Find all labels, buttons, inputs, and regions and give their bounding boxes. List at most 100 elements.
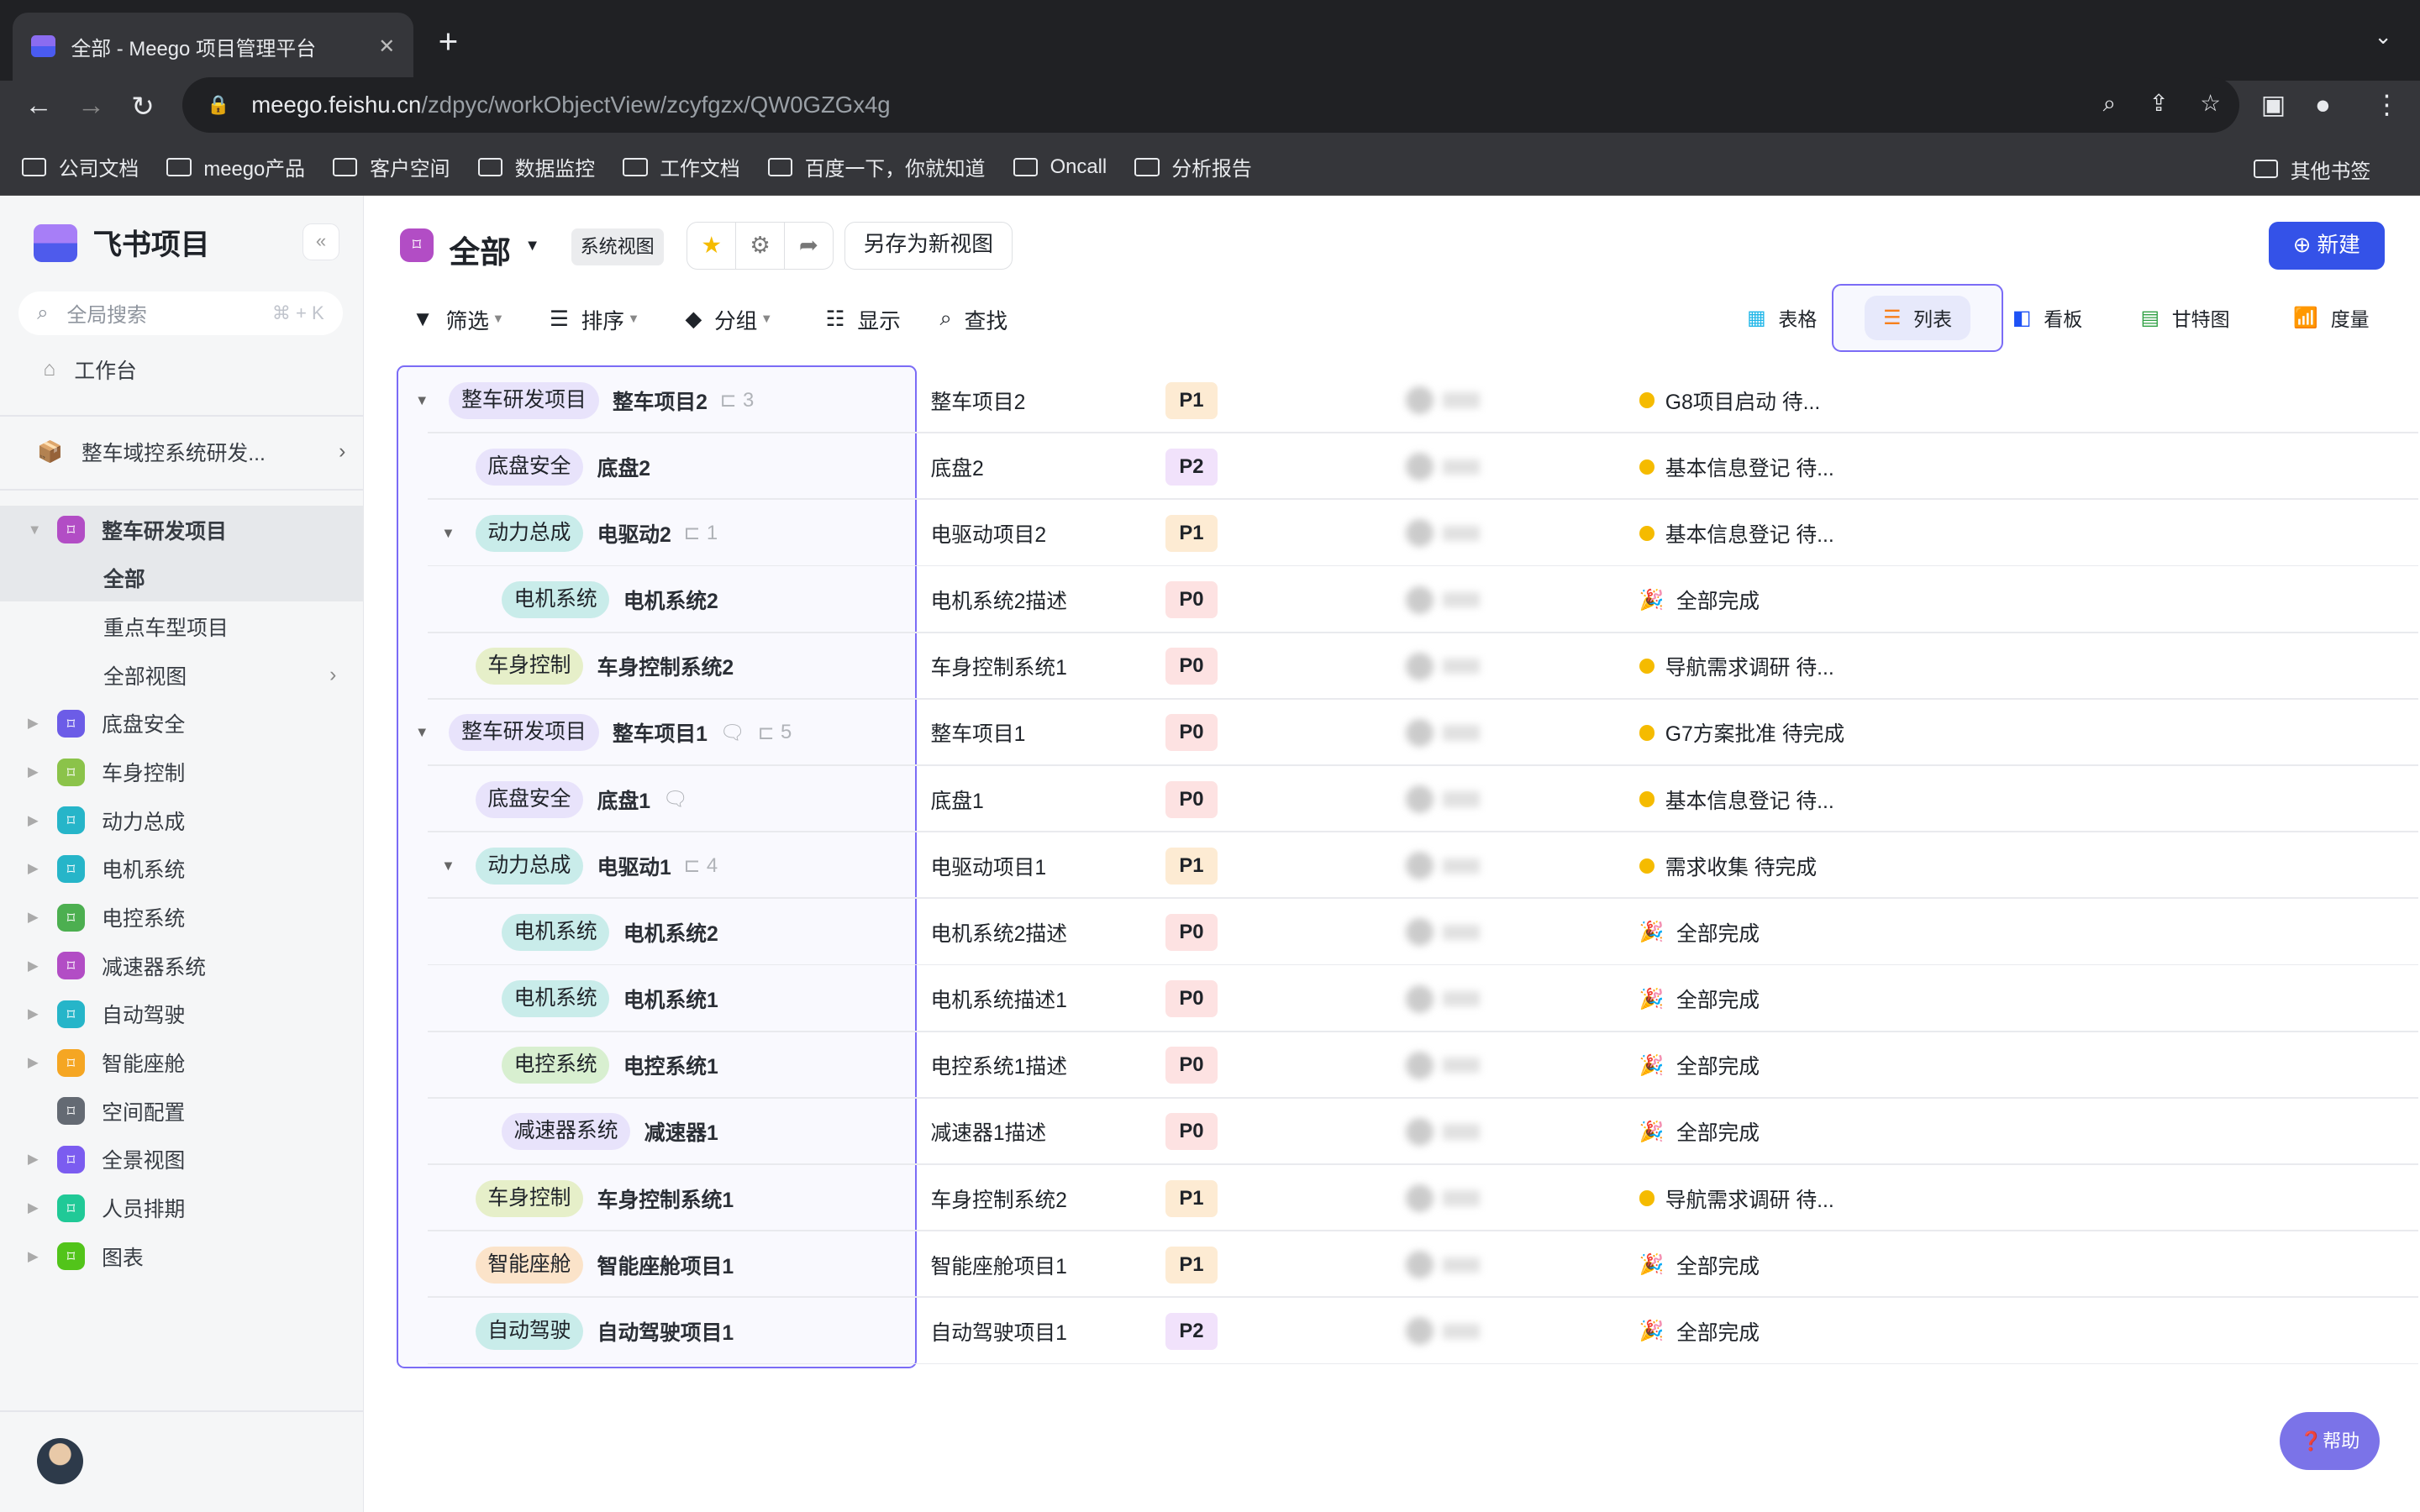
table-row[interactable]: 底盘安全 底盘2 底盘2 P2 基本信息登记 待... — [397, 433, 2419, 501]
reload-icon[interactable]: ↻ — [131, 91, 155, 123]
sidebar-item[interactable]: ▶ ⌑ 减速器系统 — [0, 942, 364, 990]
url-input[interactable]: 🔒 meego.feishu.cn/zdpyc/workObjectView/zc… — [182, 76, 2240, 133]
owner-cell[interactable] — [1406, 1298, 1481, 1364]
sidebar-item[interactable]: ▶ ⌑ 车身控制 — [0, 748, 364, 796]
table-row[interactable]: ▼ 整车研发项目 整车项目1 🗨 ⊏ 5 整车项目1 P0 G7方案批准 待完成 — [397, 700, 2419, 766]
bookmark-item[interactable]: meego产品 — [166, 152, 305, 181]
close-tab-icon[interactable]: ✕ — [378, 34, 396, 58]
forward-icon[interactable]: → — [76, 89, 105, 121]
user-avatar[interactable] — [37, 1437, 84, 1484]
owner-cell[interactable] — [1406, 1032, 1481, 1099]
item-name[interactable]: 整车项目2 — [613, 391, 708, 414]
table-row[interactable]: 车身控制 车身控制系统1 车身控制系统2 P1 导航需求调研 待... — [397, 1165, 2419, 1232]
other-bookmarks[interactable]: 其他书签 — [2253, 155, 2370, 184]
owner-cell[interactable] — [1406, 500, 1481, 566]
table-row[interactable]: 电机系统 电机系统1 电机系统描述1 P0 🎉 全部完成 — [397, 966, 2419, 1032]
table-row[interactable]: ▼ 动力总成 电驱动1 ⊏ 4 电驱动项目1 P1 需求收集 待完成 — [397, 832, 2419, 900]
item-name[interactable]: 电机系统2 — [623, 922, 718, 946]
item-name[interactable]: 自动驾驶项目1 — [597, 1321, 734, 1345]
table-row[interactable]: 底盘安全 底盘1 🗨 底盘1 P0 基本信息登记 待... — [397, 766, 2419, 833]
table-row[interactable]: 减速器系统 减速器1 减速器1描述 P0 🎉 全部完成 — [397, 1099, 2419, 1165]
table-row[interactable]: ▼ 动力总成 电驱动2 ⊏ 1 电驱动项目2 P1 基本信息登记 待... — [397, 500, 2419, 567]
item-name[interactable]: 电机系统1 — [623, 990, 718, 1013]
menu-icon[interactable]: ⋮ — [2373, 89, 2401, 119]
view-tab-list[interactable]: ☰ 列表 — [1832, 283, 2004, 352]
bookmark-item[interactable]: 客户空间 — [333, 152, 450, 181]
sidebar-subitem[interactable]: 全部 — [0, 554, 365, 602]
back-icon[interactable]: ← — [24, 89, 53, 121]
sidebar-space[interactable]: ▼ ⌑ 整车研发项目 — [0, 506, 365, 554]
sidebar-subitem[interactable]: 重点车型项目 — [0, 602, 364, 650]
item-name[interactable]: 电机系统2 — [623, 591, 718, 614]
sidebar-item-workbench[interactable]: ⌂ 工作台 — [0, 345, 364, 393]
bookmark-item[interactable]: 数据监控 — [477, 152, 595, 181]
new-button[interactable]: ⊕ 新建 — [2268, 222, 2385, 270]
sidebar-item[interactable]: ▶ ⌑ 电机系统 — [0, 845, 364, 893]
view-dropdown-icon[interactable]: ▼ — [524, 236, 540, 254]
bookmark-item[interactable]: 工作文档 — [623, 152, 740, 181]
find-button[interactable]: ⌕ 查找 — [940, 304, 1008, 335]
save-as-view-button[interactable]: 另存为新视图 — [844, 222, 1013, 270]
owner-cell[interactable] — [1406, 899, 1481, 965]
sidebar-item[interactable]: ▶ ⌑ 底盘安全 — [0, 700, 364, 748]
owner-cell[interactable] — [1406, 766, 1481, 832]
view-tab-gantt[interactable]: ▤ 甘特图 — [2141, 284, 2230, 352]
owner-cell[interactable] — [1406, 1231, 1481, 1298]
view-tab-table[interactable]: ▦ 表格 — [1747, 284, 1817, 352]
owner-cell[interactable] — [1406, 1165, 1481, 1231]
zoom-icon[interactable]: ⌕ — [2102, 89, 2117, 116]
sidebar-item[interactable]: ▶ ⌑ 智能座舱 — [0, 1039, 364, 1087]
caret-down-icon[interactable]: ▼ — [441, 524, 455, 541]
share-icon[interactable]: ⇪ — [2149, 89, 2169, 116]
table-row[interactable]: 电机系统 电机系统2 电机系统2描述 P0 🎉 全部完成 — [397, 899, 2419, 966]
sidebar-item[interactable]: ▶ ⌑ 人员排期 — [0, 1184, 364, 1232]
owner-cell[interactable] — [1406, 966, 1481, 1032]
caret-down-icon[interactable]: ▼ — [441, 857, 455, 874]
item-name[interactable]: 底盘1 — [597, 790, 651, 813]
item-name[interactable]: 减速器1 — [644, 1122, 718, 1146]
table-row[interactable]: ▼ 整车研发项目 整车项目2 ⊏ 3 整车项目2 P1 G8项目启动 待... — [397, 367, 2419, 434]
item-name[interactable]: 电控系统1 — [623, 1056, 718, 1079]
item-name[interactable]: 电驱动2 — [597, 523, 671, 547]
bookmark-star-icon[interactable]: ☆ — [2200, 89, 2221, 116]
star-icon[interactable]: ★ — [687, 223, 737, 270]
bookmark-item[interactable]: Oncall — [1013, 155, 1107, 179]
filter-button[interactable]: ▼ 筛选 ▼ — [412, 304, 504, 335]
sidebar-item[interactable]: ▶ ⌑ 电控系统 — [0, 894, 364, 942]
global-search[interactable]: ⌕ 全局搜索 ⌘ + K — [18, 291, 343, 335]
owner-cell[interactable] — [1406, 567, 1481, 633]
owner-cell[interactable] — [1406, 700, 1481, 766]
profile-icon[interactable]: ● — [2315, 89, 2331, 119]
table-row[interactable]: 车身控制 车身控制系统2 车身控制系统1 P0 导航需求调研 待... — [397, 633, 2419, 700]
item-name[interactable]: 底盘2 — [597, 457, 651, 480]
table-row[interactable]: 电机系统 电机系统2 电机系统2描述 P0 🎉 全部完成 — [397, 567, 2419, 633]
view-tab-kanban[interactable]: ◧ 看板 — [2012, 284, 2082, 352]
share-icon[interactable]: ➦ — [798, 232, 818, 259]
sidebar-item[interactable]: ▶ ⌑ 动力总成 — [0, 796, 364, 844]
project-switcher[interactable]: 📦 整车域控系统研发... › — [18, 429, 345, 475]
owner-cell[interactable] — [1406, 832, 1481, 899]
browser-tab[interactable]: 全部 - Meego 项目管理平台 ✕ — [12, 12, 414, 81]
owner-cell[interactable] — [1406, 367, 1481, 433]
owner-cell[interactable] — [1406, 633, 1481, 700]
bookmark-item[interactable]: 公司文档 — [21, 152, 139, 181]
group-button[interactable]: ◆ 分组 ▼ — [685, 304, 772, 335]
new-tab-button[interactable]: + — [438, 21, 459, 60]
sidebar-item[interactable]: ▶ ⌑ 自动驾驶 — [0, 990, 364, 1038]
caret-down-icon[interactable]: ▼ — [415, 724, 429, 741]
owner-cell[interactable] — [1406, 1099, 1481, 1165]
sort-button[interactable]: ☰ 排序 ▼ — [550, 304, 639, 335]
view-title[interactable]: 全部 — [449, 234, 511, 270]
view-tab-chart[interactable]: 📶 度量 — [2293, 284, 2369, 352]
bookmark-item[interactable]: 分析报告 — [1134, 152, 1252, 181]
item-name[interactable]: 车身控制系统1 — [597, 1189, 734, 1212]
item-name[interactable]: 车身控制系统2 — [597, 657, 734, 680]
item-name[interactable]: 整车项目1 — [613, 723, 708, 747]
item-name[interactable]: 电驱动1 — [597, 856, 671, 879]
sidebar-item[interactable]: ▶ ⌑ 全景视图 — [0, 1136, 364, 1184]
gear-icon[interactable]: ⚙ — [736, 223, 785, 270]
caret-down-icon[interactable]: ▼ — [415, 391, 429, 408]
table-row[interactable]: 智能座舱 智能座舱项目1 智能座舱项目1 P1 🎉 全部完成 — [397, 1231, 2419, 1299]
sidepanel-icon[interactable]: ▣ — [2260, 89, 2286, 119]
table-row[interactable]: 电控系统 电控系统1 电控系统1描述 P0 🎉 全部完成 — [397, 1032, 2419, 1099]
